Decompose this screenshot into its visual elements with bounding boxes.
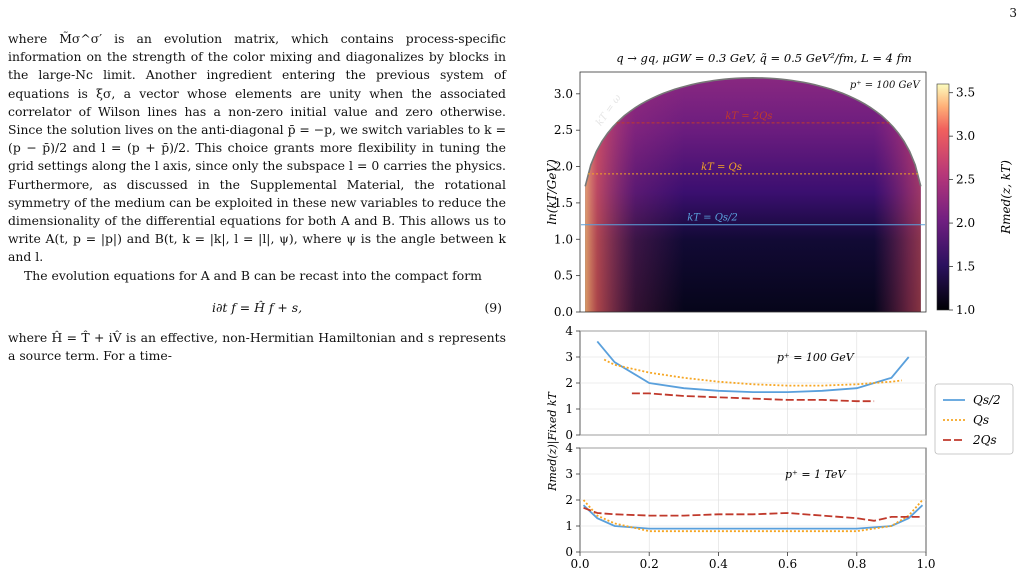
paragraph-3: where Ĥ = T̂ + iV̂ is an effective, non-… — [8, 329, 506, 364]
page-number: 3 — [1009, 6, 1017, 20]
colorbar: 3.5 3.0 2.5 2.0 1.5 1.0 Rmed(z, kT) — [936, 83, 1013, 317]
panel2-y-ticks: 4 3 2 1 0 — [565, 441, 580, 559]
label-2qs: kT = 2Qs — [725, 111, 772, 122]
y-tick-label: 0 — [565, 545, 573, 559]
equation-number: (9) — [484, 299, 502, 315]
figure: q → gq, μGW = 0.3 GeV, q̃ = 0.5 GeV²/fm,… — [540, 48, 1028, 580]
ratio-panel-1tev: 4 3 2 1 0 p⁺ = 1 TeV 0.0 0.2 0.4 0.6 0.8 1.0 z — [565, 441, 936, 580]
panel2-grid — [580, 447, 926, 553]
y-tick-label: 1 — [565, 402, 573, 416]
heatmap-panel: kT = 2Qs kT = Qs kT = Qs/2 kT = ω p⁺ = 1… — [545, 71, 927, 319]
y-tick-label: 2 — [565, 493, 573, 507]
body-text-column: where M̃σ^σ′ is an evolution matrix, whi… — [8, 30, 506, 365]
ratio-panel-100gev: 4 3 2 1 0 p⁺ = 100 GeV — [565, 324, 927, 442]
heatmap-fill — [585, 77, 921, 312]
ratio-y-label: Rmed(z)|Fixed kT — [546, 390, 560, 491]
label-qs: kT = Qs — [701, 162, 742, 173]
x-tick-label: 0.8 — [847, 557, 866, 571]
x-tick-label: 0.0 — [570, 557, 589, 571]
heatmap-annotation: p⁺ = 100 GeV — [850, 80, 922, 91]
heatmap-y-tick-label: 2.5 — [554, 123, 573, 137]
panel1-annotation: p⁺ = 100 GeV — [777, 351, 855, 364]
legend-box — [934, 383, 1014, 455]
series-qs — [603, 358, 902, 387]
colorbar-tick-label: 3.0 — [956, 129, 975, 143]
x-tick-label: 0.4 — [709, 557, 728, 571]
x-tick-label: 0.6 — [778, 557, 797, 571]
panel2-series — [582, 499, 924, 533]
x-axis-label: z — [749, 573, 757, 576]
colorbar-tick-label: 2.5 — [956, 173, 975, 187]
panel1-grid — [580, 330, 926, 436]
heatmap-y-tick-label: 2.0 — [554, 160, 573, 174]
colorbar-gradient — [936, 83, 950, 311]
heatmap-y-tick-label: 0.0 — [554, 305, 573, 319]
colorbar-ticks: 3.5 3.0 2.5 2.0 1.5 1.0 — [949, 86, 975, 317]
heatmap-boundary-curve — [584, 76, 922, 187]
heatmap-y-tick-label: 0.5 — [554, 269, 573, 283]
series-qs — [582, 499, 924, 533]
y-tick-label: 4 — [565, 324, 573, 338]
panel2-annotation: p⁺ = 1 TeV — [785, 468, 847, 481]
y-tick-label: 3 — [565, 350, 573, 364]
heatmap-y-tick-label: 3.0 — [554, 87, 573, 101]
series-2qs — [631, 392, 875, 403]
legend-entry-qs: Qs — [973, 413, 989, 427]
series-qs-half — [596, 340, 910, 393]
heatmap-frame — [579, 71, 927, 313]
y-tick-label: 4 — [565, 441, 573, 455]
heatmap-y-tick-label: 1.0 — [554, 232, 573, 246]
heatmap-y-tick-label: 1.5 — [554, 196, 573, 210]
equation-expression: i∂t f = Ĥ f + s, — [211, 299, 303, 315]
x-tick-label: 0.2 — [640, 557, 659, 571]
colorbar-tick-label: 1.5 — [956, 260, 975, 274]
series-2qs — [583, 506, 923, 522]
panel1-y-ticks: 4 3 2 1 0 — [565, 324, 580, 442]
y-tick-label: 2 — [565, 376, 573, 390]
legend-entry-qs-half: Qs/2 — [973, 393, 1001, 407]
heatmap-edge-glow — [585, 77, 921, 312]
colorbar-tick-label: 2.0 — [956, 216, 975, 230]
paragraph-1: where M̃σ^σ′ is an evolution matrix, whi… — [8, 31, 507, 265]
y-tick-label: 0 — [565, 428, 573, 442]
heatmap-title: q → gq, μGW = 0.3 GeV, q̃ = 0.5 GeV²/fm,… — [616, 51, 912, 65]
equation-9: i∂t f = Ĥ f + s, (9) — [8, 291, 506, 325]
figure-svg: q → gq, μGW = 0.3 GeV, q̃ = 0.5 GeV²/fm,… — [545, 51, 1014, 580]
legend: Qs/2 Qs 2Qs — [934, 383, 1014, 455]
x-ticks: 0.0 0.2 0.4 0.6 0.8 1.0 — [570, 552, 936, 571]
colorbar-tick-label: 1.0 — [956, 303, 975, 317]
legend-entry-2qs: 2Qs — [972, 433, 997, 447]
label-qs-half: kT = Qs/2 — [687, 213, 738, 224]
panel1-series — [596, 340, 910, 403]
heatmap-y-label: ln(kT/GeV) — [545, 159, 559, 225]
paragraph-2: The evolution equations for A and B can … — [24, 267, 482, 283]
y-tick-label: 3 — [565, 467, 573, 481]
colorbar-tick-label: 3.5 — [956, 86, 975, 100]
y-tick-label: 1 — [565, 519, 573, 533]
heatmap-y-ticks: 3.0 2.5 2.0 1.5 1.0 0.5 0.0 — [554, 87, 580, 319]
series-qs-half — [582, 504, 924, 530]
colorbar-label: Rmed(z, kT) — [999, 160, 1013, 235]
x-tick-label: 1.0 — [916, 557, 935, 571]
